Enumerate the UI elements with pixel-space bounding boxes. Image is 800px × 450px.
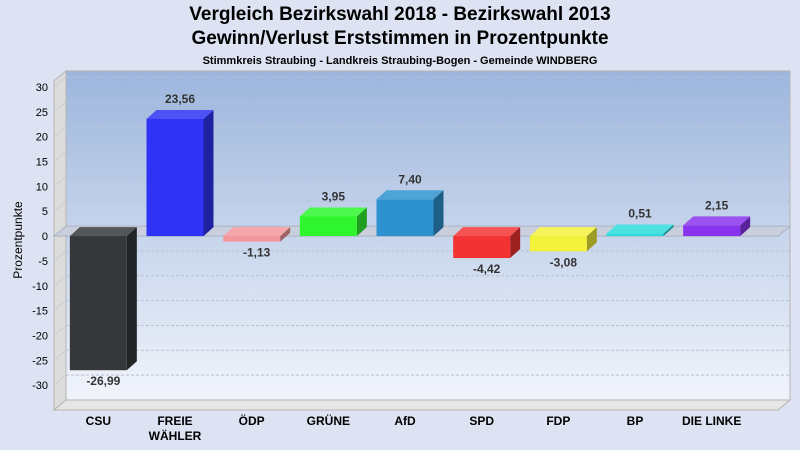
x-tick-label: CSU [86, 414, 111, 428]
bar-top [683, 216, 751, 226]
gridline-side [53, 126, 67, 138]
gridline-side [53, 275, 67, 287]
y-tick-label: 10 [36, 181, 48, 193]
value-label: -4,42 [473, 262, 501, 276]
bar-top [453, 227, 521, 237]
bar-afd [376, 190, 444, 237]
bar-gr-ne [299, 207, 367, 237]
value-label: -26,99 [86, 374, 120, 388]
x-tick-label: AfD [394, 414, 416, 428]
y-tick-label: 20 [36, 132, 48, 144]
value-label: -1,13 [243, 246, 271, 260]
bar-side [663, 224, 674, 237]
y-tick-label: 0 [42, 231, 48, 243]
x-tick-label: SPD [469, 414, 494, 428]
y-tick-label: -30 [32, 380, 48, 392]
x-tick-label: FDP [546, 414, 570, 428]
bar-top [69, 227, 137, 237]
bar--dp [223, 227, 291, 242]
y-tick-label: -15 [32, 306, 48, 318]
y-tick-label: -10 [32, 281, 48, 293]
x-tick-label: FREIE WÄHLER [149, 414, 202, 443]
bar-front [529, 236, 587, 252]
bar-front [223, 236, 281, 242]
bar-side [280, 227, 291, 242]
x-tick-label: BP [627, 414, 644, 428]
y-axis-label: Prozentpunkte [11, 201, 25, 279]
y-tick-label: -5 [38, 256, 48, 268]
y-tick-label: -25 [32, 355, 48, 367]
bar-top [529, 227, 597, 237]
value-label: 23,56 [165, 92, 195, 106]
gridline-side [53, 151, 67, 162]
bar-top [223, 227, 291, 237]
bar-freie-w-hler [146, 110, 214, 237]
bar-spd [453, 227, 521, 259]
gridline-side [53, 176, 67, 187]
bar-side [586, 227, 597, 252]
value-label: 2,15 [705, 198, 729, 212]
bar-front [376, 199, 434, 237]
gridline-side [53, 250, 67, 262]
value-label: -3,08 [550, 255, 578, 269]
x-tick-label: DIE LINKE [682, 414, 741, 428]
gridline-side [53, 101, 67, 113]
y-tick-label: 25 [36, 107, 48, 119]
bar-top [606, 224, 674, 234]
bar-csu [69, 227, 137, 371]
y-tick-label: -20 [32, 330, 48, 342]
bar-side [356, 207, 367, 237]
bar-fdp [529, 227, 597, 252]
bar-die-linke [683, 216, 751, 237]
gridline-side [53, 300, 67, 311]
value-label: 7,40 [398, 172, 422, 186]
bar-side [126, 227, 137, 371]
chart-title: Vergleich Bezirkswahl 2018 - Bezirkswahl… [189, 4, 611, 25]
bar-front [453, 236, 511, 259]
bar-top [146, 110, 214, 120]
bar-top [376, 190, 444, 200]
bar-side [740, 216, 751, 237]
bar-front [146, 119, 204, 237]
plot-floor [52, 399, 792, 411]
gridline-side [53, 325, 67, 336]
bar-front [606, 233, 664, 237]
gridline-side [53, 200, 67, 212]
value-label: 0,51 [628, 207, 652, 221]
gridline-side [53, 76, 67, 88]
chart-caption: Stimmkreis Straubing - Landkreis Straubi… [202, 55, 598, 67]
bar-side [510, 227, 521, 259]
value-label: 3,95 [322, 189, 346, 203]
chart-subtitle: Gewinn/Verlust Erststimmen in Prozentpun… [191, 28, 609, 49]
y-tick-label: 15 [36, 157, 48, 169]
y-tick-label: 5 [42, 206, 48, 218]
y-tick-label: 30 [36, 82, 48, 94]
x-tick-label: GRÜNE [307, 413, 350, 428]
bar-front [683, 225, 741, 237]
bar-front [69, 236, 127, 371]
bar-front [299, 216, 357, 237]
x-tick-label: ÖDP [239, 413, 265, 428]
bar-top [299, 207, 367, 217]
gridline-side [53, 349, 67, 361]
bar-side [203, 110, 214, 237]
gridline-side [53, 374, 67, 386]
bar-side [433, 190, 444, 237]
bar-bp [606, 224, 674, 237]
